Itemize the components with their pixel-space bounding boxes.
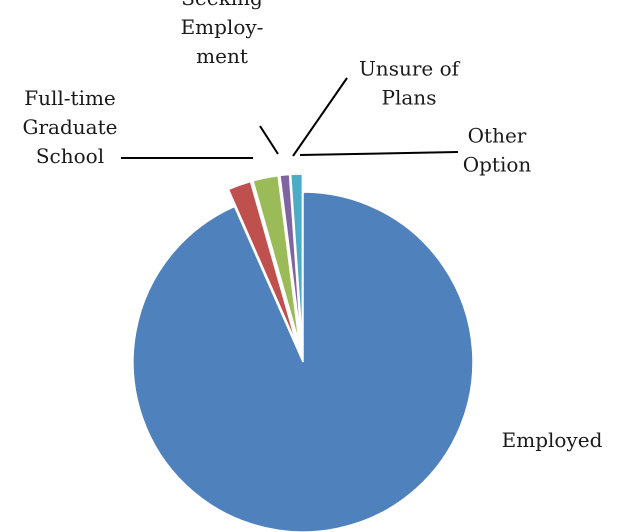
pie-slices: [132, 173, 474, 532]
leader-line-seeking-employ-ment: [259, 125, 279, 155]
pie-slice-other-option: [289, 173, 304, 345]
leader-line-unsure-of-plans: [292, 77, 348, 157]
pie-slice-seeking-employ-ment: [252, 174, 301, 345]
slice-label-unsure-of-plans: Unsure of Plans: [359, 57, 461, 110]
slice-label-other-option: Other Option: [463, 124, 532, 177]
slice-label-seeking-employ-ment: SeekingEmploy-ment: [181, 0, 264, 68]
slice-label-full-time-graduate-school: Full-time Graduate School: [23, 86, 118, 168]
pie-slice-unsure-of-plans: [279, 173, 302, 345]
leader-line-other-option: [299, 151, 459, 156]
slice-label-employed: Employed: [502, 428, 603, 452]
pie-slice-full-time-graduate-school: [227, 180, 298, 346]
leader-lines: [121, 77, 459, 159]
pie-slice-employed: [132, 191, 474, 532]
